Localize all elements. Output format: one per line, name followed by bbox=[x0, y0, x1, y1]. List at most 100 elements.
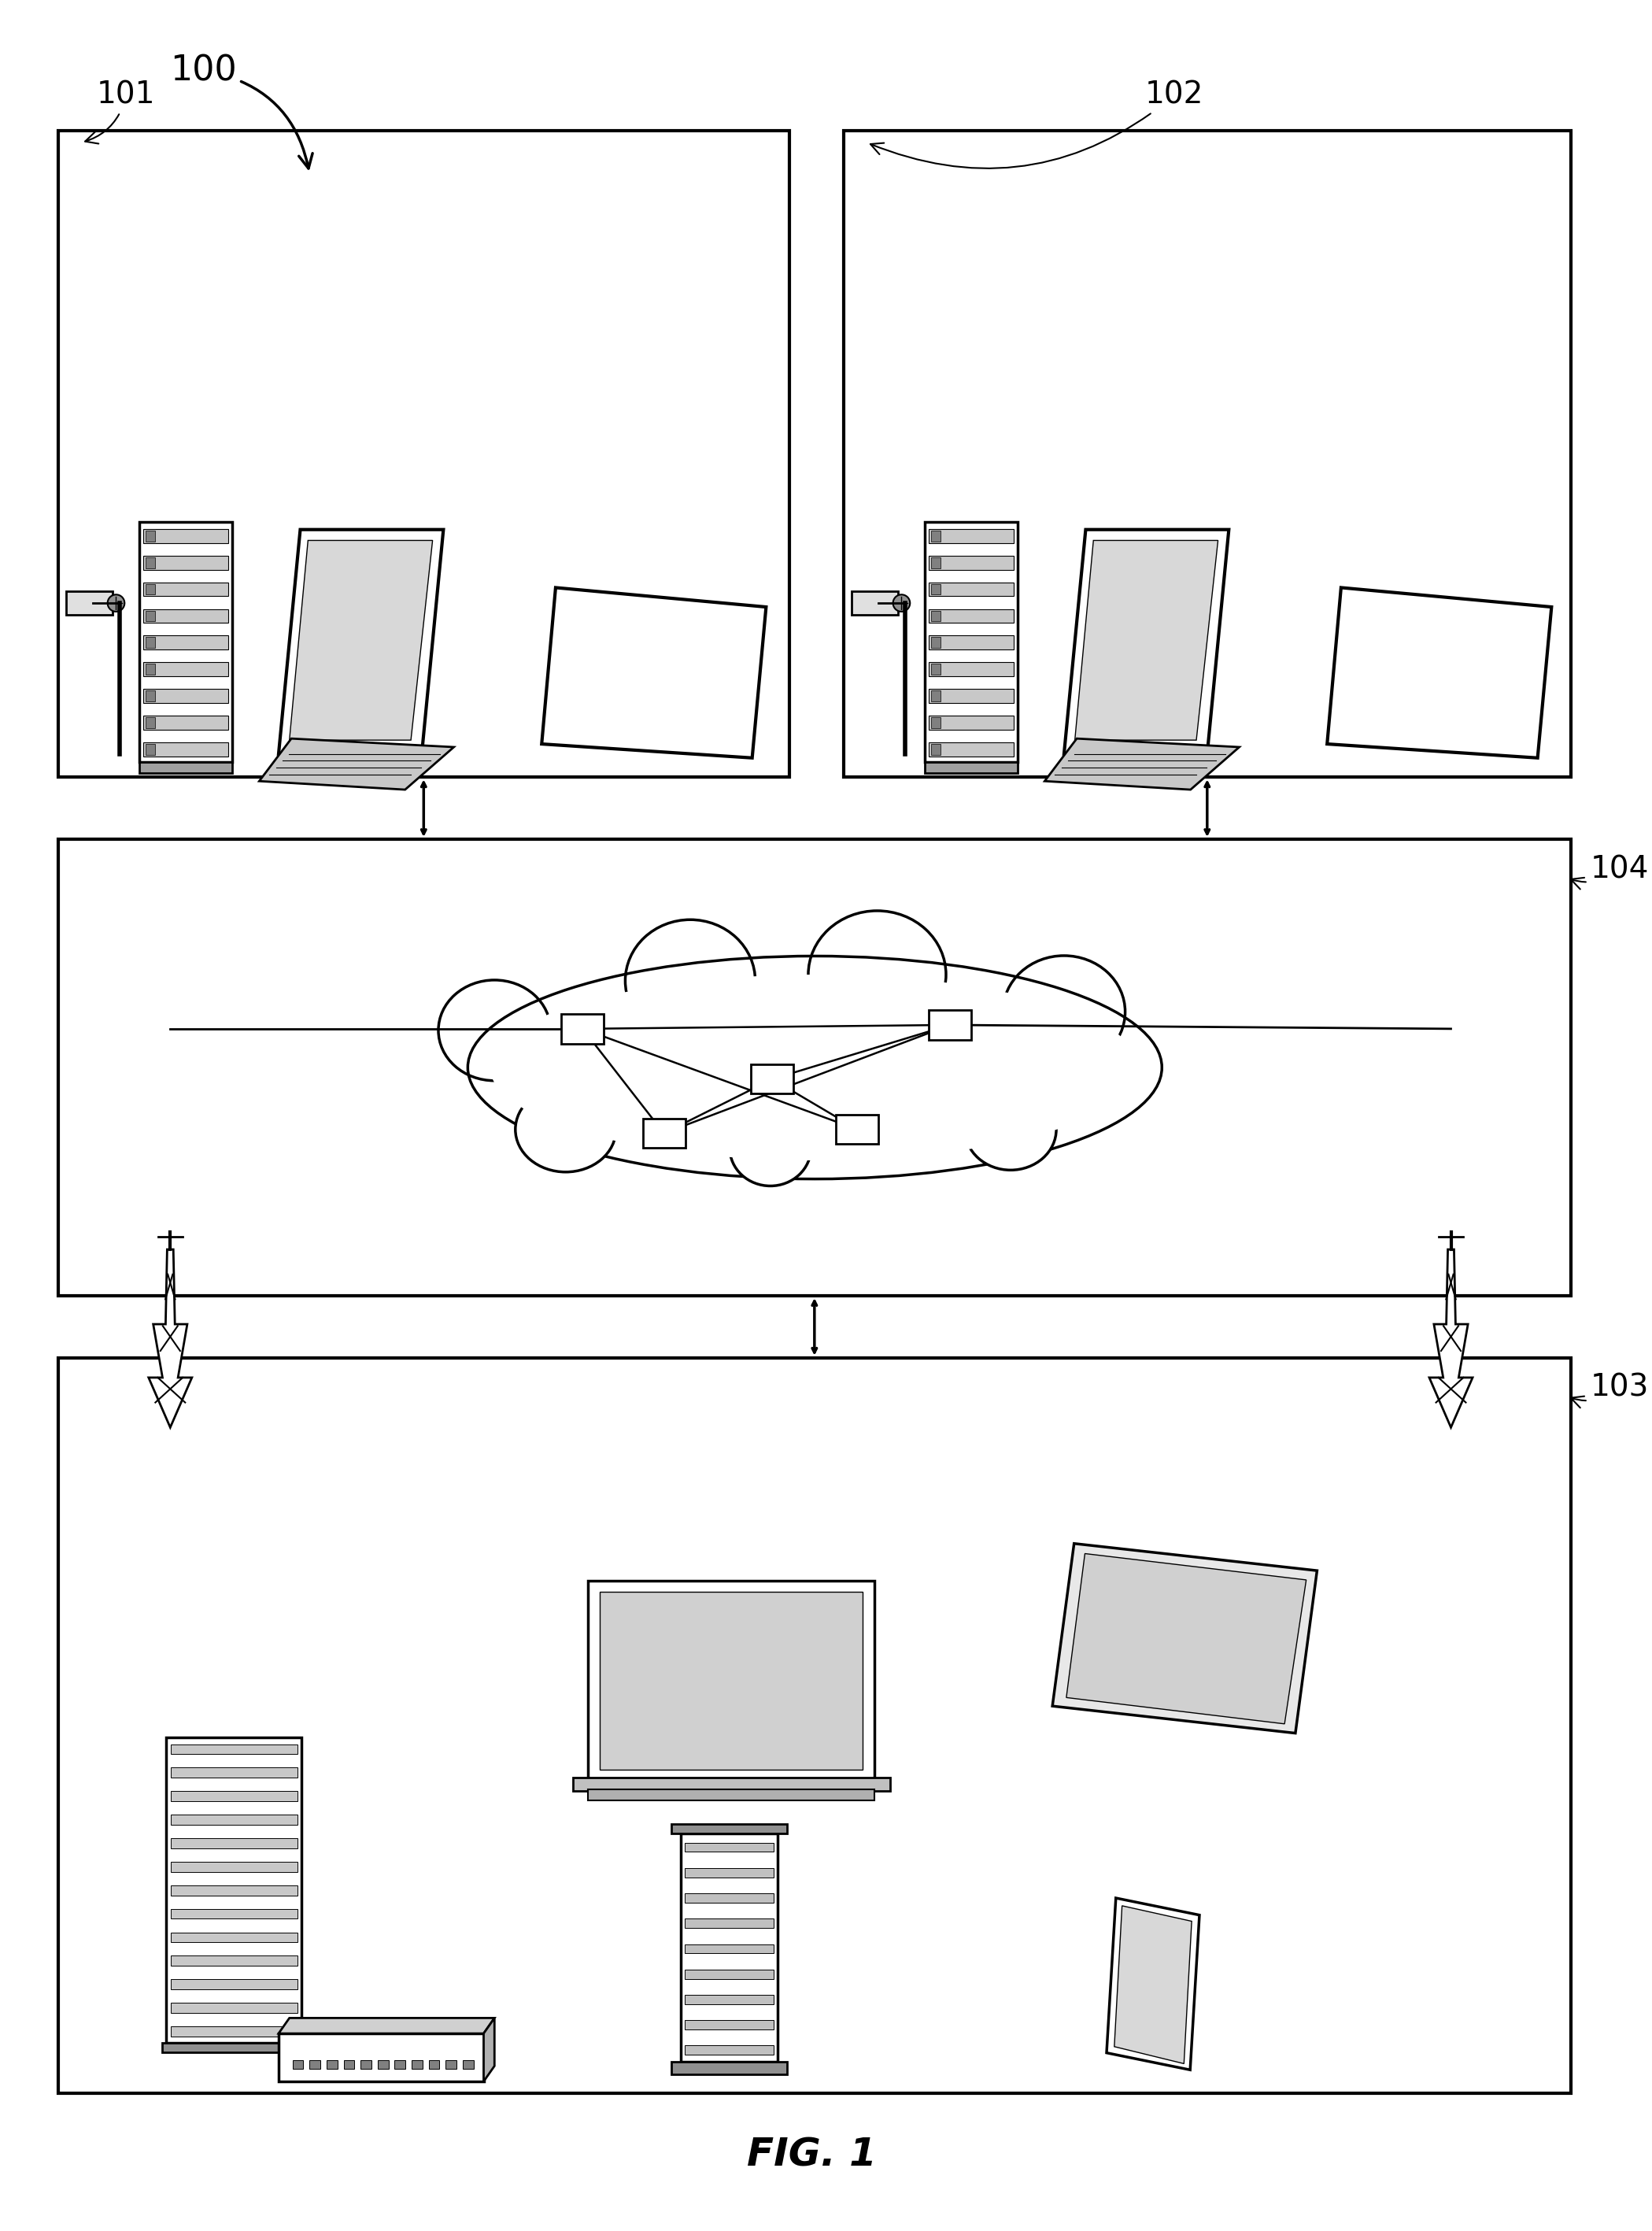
Bar bbox=[360, 2059, 372, 2068]
Text: FIG. 1: FIG. 1 bbox=[747, 2135, 877, 2173]
Bar bbox=[144, 716, 228, 730]
Bar bbox=[395, 2059, 405, 2068]
Bar bbox=[928, 1011, 971, 1040]
Ellipse shape bbox=[107, 596, 124, 611]
Ellipse shape bbox=[515, 1086, 616, 1171]
Bar bbox=[144, 663, 228, 676]
Bar bbox=[681, 1834, 778, 2061]
Bar bbox=[686, 2046, 773, 2055]
Polygon shape bbox=[542, 587, 767, 759]
Bar bbox=[928, 529, 1014, 542]
Bar bbox=[144, 689, 228, 703]
Bar bbox=[925, 761, 1018, 774]
Bar bbox=[932, 716, 940, 727]
Bar bbox=[144, 556, 228, 569]
Bar bbox=[643, 1118, 686, 1149]
Text: 103: 103 bbox=[1571, 1372, 1649, 1408]
Text: 100: 100 bbox=[170, 54, 312, 167]
Polygon shape bbox=[289, 540, 433, 741]
Bar bbox=[928, 636, 1014, 649]
Bar bbox=[752, 1064, 793, 1093]
Bar bbox=[686, 1970, 773, 1979]
Bar bbox=[932, 611, 940, 622]
Bar bbox=[172, 1910, 297, 1919]
Bar bbox=[172, 1957, 297, 1966]
Bar bbox=[932, 665, 940, 674]
Polygon shape bbox=[1115, 1905, 1191, 2064]
Ellipse shape bbox=[1003, 955, 1125, 1069]
Bar bbox=[145, 611, 155, 622]
Bar bbox=[672, 2061, 786, 2075]
Bar bbox=[279, 2032, 484, 2082]
Text: 101: 101 bbox=[86, 80, 155, 143]
Text: 104: 104 bbox=[1571, 854, 1649, 890]
Bar bbox=[928, 743, 1014, 756]
Bar bbox=[292, 2059, 304, 2068]
Bar bbox=[430, 2059, 439, 2068]
Bar bbox=[686, 1919, 773, 1928]
Bar bbox=[172, 1932, 297, 1943]
Polygon shape bbox=[1075, 540, 1218, 741]
Polygon shape bbox=[1044, 738, 1239, 790]
Bar bbox=[144, 743, 228, 756]
Bar bbox=[145, 716, 155, 727]
Bar bbox=[144, 609, 228, 622]
Ellipse shape bbox=[894, 596, 910, 611]
Bar bbox=[144, 636, 228, 649]
Bar bbox=[932, 638, 940, 647]
Polygon shape bbox=[279, 529, 443, 754]
Bar bbox=[463, 2059, 474, 2068]
Bar bbox=[686, 1995, 773, 2003]
Bar bbox=[145, 585, 155, 596]
Polygon shape bbox=[1107, 1899, 1199, 2070]
Bar bbox=[928, 582, 1014, 596]
Bar bbox=[932, 689, 940, 701]
Bar bbox=[573, 1778, 890, 1791]
Bar bbox=[66, 591, 112, 616]
Ellipse shape bbox=[438, 979, 550, 1080]
Bar bbox=[928, 609, 1014, 622]
Ellipse shape bbox=[965, 1089, 1056, 1169]
Bar bbox=[686, 1867, 773, 1876]
Bar bbox=[145, 638, 155, 647]
Bar bbox=[411, 2059, 423, 2068]
Bar bbox=[172, 1885, 297, 1896]
Bar bbox=[686, 2021, 773, 2030]
Polygon shape bbox=[1064, 529, 1229, 754]
Bar bbox=[686, 1943, 773, 1954]
Bar bbox=[309, 2059, 320, 2068]
Bar bbox=[344, 2059, 355, 2068]
Bar bbox=[672, 1823, 786, 1834]
Bar bbox=[932, 585, 940, 596]
Bar bbox=[172, 1767, 297, 1778]
Bar bbox=[378, 2059, 388, 2068]
Bar bbox=[145, 689, 155, 701]
Bar bbox=[844, 132, 1571, 776]
Bar bbox=[172, 1791, 297, 1800]
Bar bbox=[139, 761, 233, 774]
Ellipse shape bbox=[965, 1089, 1056, 1169]
Bar bbox=[932, 558, 940, 569]
Bar bbox=[851, 591, 897, 616]
Bar bbox=[925, 522, 1018, 761]
Ellipse shape bbox=[730, 1111, 811, 1187]
Polygon shape bbox=[484, 2019, 494, 2082]
Bar bbox=[562, 1015, 605, 1044]
Bar bbox=[145, 743, 155, 754]
Bar bbox=[928, 689, 1014, 703]
Ellipse shape bbox=[491, 975, 1140, 1160]
Bar bbox=[145, 531, 155, 542]
Polygon shape bbox=[259, 738, 454, 790]
Ellipse shape bbox=[624, 919, 755, 1042]
Bar bbox=[686, 1894, 773, 1903]
Bar bbox=[145, 558, 155, 569]
Bar bbox=[139, 522, 233, 761]
Ellipse shape bbox=[468, 957, 1161, 1178]
Bar bbox=[167, 1738, 302, 2044]
Bar bbox=[144, 529, 228, 542]
Polygon shape bbox=[279, 2019, 494, 2032]
Polygon shape bbox=[1066, 1553, 1307, 1725]
Bar bbox=[172, 1838, 297, 1847]
Bar bbox=[58, 1359, 1571, 2093]
Bar bbox=[836, 1116, 879, 1145]
